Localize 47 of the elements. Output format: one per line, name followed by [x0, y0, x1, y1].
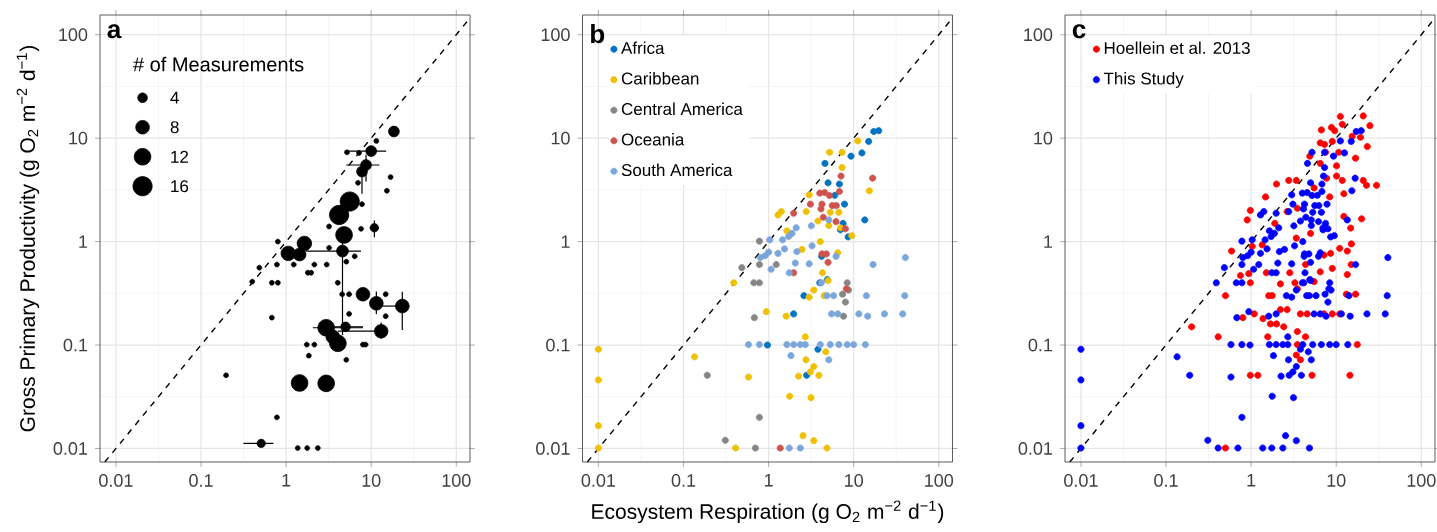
legend-label: 12 [171, 150, 189, 163]
legend-label: 16 [171, 180, 189, 193]
y-tick-label: 0.01 [1018, 442, 1053, 455]
x-tick-label: 0.1 [189, 474, 213, 487]
x-tick-label: 1 [764, 474, 773, 487]
x-tick-label: 100 [1407, 474, 1436, 487]
legend-label: Hoellein et al. 2013 [1104, 41, 1250, 55]
y-tick-label: 0.01 [53, 442, 88, 455]
chart-title: a [107, 24, 122, 39]
y-axis-title: Gross Primary Productivity (g O$_{2}$ m$^{−2}$ d$^{−1}$) [16, 45, 40, 432]
x-tick-label: 1 [282, 474, 291, 487]
x-tick-label: 1 [1247, 474, 1256, 487]
chart-title: c [1072, 24, 1086, 39]
y-tick-label: 100 [59, 28, 88, 42]
x-tick-label: 0.01 [1064, 474, 1098, 487]
y-tick-label: 1 [1044, 235, 1053, 248]
x-tick-label: 10 [845, 474, 863, 487]
x-tick-label: 100 [925, 474, 954, 487]
y-tick-label: 10 [1034, 131, 1053, 145]
y-tick-label: 1 [561, 235, 570, 248]
y-tick-label: 10 [551, 131, 570, 145]
x-axis-title: Ecosystem Respiration (g O$_{2}$ m$^{−2}$ d$^{−1}$) [592, 500, 944, 524]
x-tick-label: 100 [442, 474, 471, 487]
x-tick-label: 10 [1327, 474, 1346, 487]
legend-label: 4 [170, 91, 179, 104]
legend-label: South America [621, 163, 733, 177]
legend-label: Central America [621, 102, 743, 116]
x-tick-label: 0.1 [1154, 474, 1178, 487]
y-tick-label: 0.1 [546, 338, 570, 352]
legend-title: # of Measurements [133, 56, 304, 72]
y-tick-label: 100 [1024, 28, 1053, 42]
y-tick-label: 1 [79, 235, 88, 248]
x-tick-label: 0.1 [671, 474, 696, 487]
legend-label: 8 [170, 121, 179, 134]
legend-label: This Study [1103, 72, 1184, 88]
x-tick-label: 0.01 [99, 474, 133, 487]
chart-title: b [591, 24, 605, 44]
x-tick-label: 0.01 [581, 474, 616, 487]
y-tick-label: 0.01 [536, 442, 570, 455]
y-tick-label: 10 [69, 131, 88, 145]
legend-label: Africa [621, 41, 665, 55]
legend-label: Oceania [621, 133, 685, 146]
legend-label: Caribbean [621, 72, 699, 85]
y-tick-label: 0.1 [1028, 338, 1053, 352]
x-tick-label: 10 [362, 474, 381, 487]
y-tick-label: 100 [541, 28, 570, 42]
y-tick-label: 0.1 [63, 338, 88, 352]
